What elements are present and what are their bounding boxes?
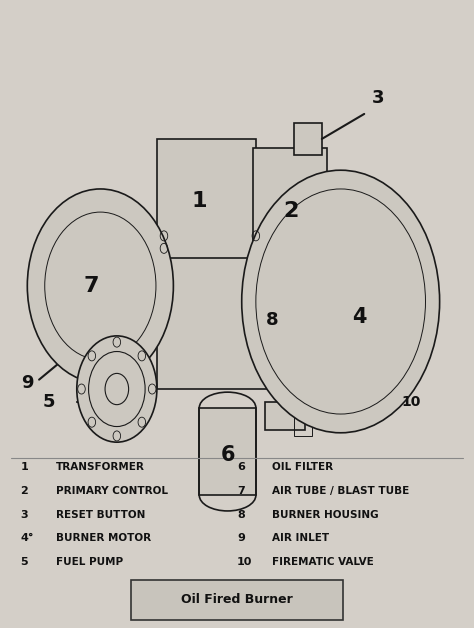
Text: 2: 2 bbox=[20, 486, 28, 496]
Text: 10: 10 bbox=[237, 557, 252, 567]
Bar bbox=[293, 395, 312, 436]
Text: 6: 6 bbox=[220, 445, 235, 465]
Bar bbox=[254, 148, 327, 251]
Text: RESET BUTTON: RESET BUTTON bbox=[55, 510, 145, 520]
Text: 10: 10 bbox=[401, 394, 421, 409]
Text: PRIMARY CONTROL: PRIMARY CONTROL bbox=[55, 486, 168, 496]
Text: BURNER HOUSING: BURNER HOUSING bbox=[273, 510, 379, 520]
Text: 4°: 4° bbox=[20, 533, 34, 543]
Bar bbox=[199, 408, 256, 495]
Text: AIR TUBE / BLAST TUBE: AIR TUBE / BLAST TUBE bbox=[273, 486, 410, 496]
Text: 6: 6 bbox=[237, 462, 245, 472]
Bar bbox=[293, 123, 322, 154]
Text: 1: 1 bbox=[191, 192, 207, 212]
Text: FUEL PUMP: FUEL PUMP bbox=[55, 557, 123, 567]
Text: 2: 2 bbox=[283, 201, 299, 221]
FancyBboxPatch shape bbox=[131, 580, 343, 620]
Text: OIL FILTER: OIL FILTER bbox=[273, 462, 334, 472]
Text: Oil Fired Burner: Oil Fired Burner bbox=[181, 593, 293, 606]
Text: AIR INLET: AIR INLET bbox=[273, 533, 329, 543]
Text: 9: 9 bbox=[21, 374, 34, 392]
Text: 8: 8 bbox=[266, 311, 279, 329]
Circle shape bbox=[27, 189, 173, 383]
Text: BURNER MOTOR: BURNER MOTOR bbox=[55, 533, 151, 543]
Text: 7: 7 bbox=[83, 276, 99, 296]
Text: TRANSFORMER: TRANSFORMER bbox=[55, 462, 145, 472]
Text: 9: 9 bbox=[237, 533, 245, 543]
Bar bbox=[157, 227, 338, 389]
Text: 3: 3 bbox=[20, 510, 28, 520]
Text: 1: 1 bbox=[20, 462, 28, 472]
Circle shape bbox=[242, 170, 439, 433]
Circle shape bbox=[77, 336, 157, 442]
Text: 3: 3 bbox=[372, 89, 384, 107]
Text: FIREMATIC VALVE: FIREMATIC VALVE bbox=[273, 557, 374, 567]
Text: 4: 4 bbox=[352, 307, 367, 327]
Bar bbox=[265, 401, 305, 430]
Text: 5: 5 bbox=[42, 392, 55, 411]
Bar bbox=[157, 139, 256, 257]
Text: 8: 8 bbox=[237, 510, 245, 520]
Text: 5: 5 bbox=[20, 557, 28, 567]
Text: 7: 7 bbox=[237, 486, 245, 496]
